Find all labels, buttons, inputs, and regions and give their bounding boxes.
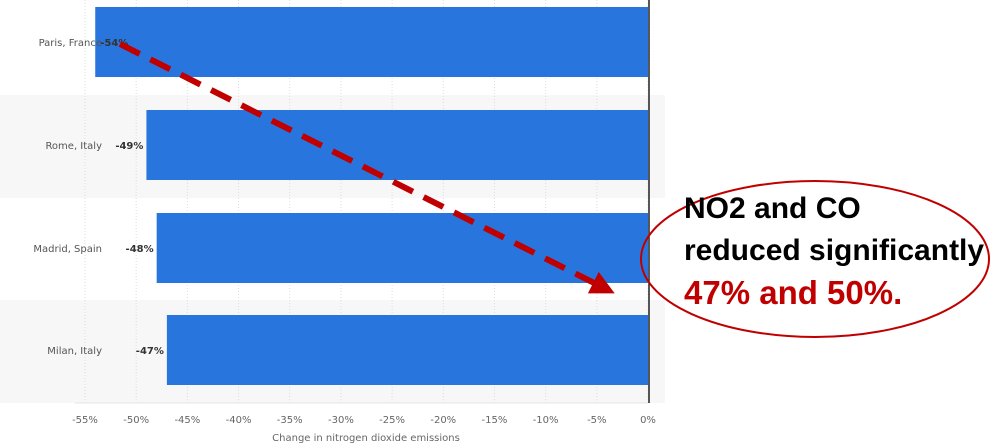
x-tick-label: -15% (482, 415, 508, 426)
x-tick-label: -5% (587, 415, 606, 426)
annotation-text: NO2 and CO reduced significantly 47% and… (684, 188, 984, 314)
category-label: Paris, France (39, 38, 102, 49)
annotation-line-2: reduced significantly (684, 234, 985, 267)
data-label: -49% (115, 141, 143, 152)
bar (95, 7, 648, 77)
x-tick-label: -40% (226, 415, 252, 426)
trend-arrow (118, 41, 615, 294)
data-label: -47% (136, 346, 164, 357)
x-tick-label: -20% (430, 415, 456, 426)
category-label: Madrid, Spain (33, 244, 102, 255)
bar (166, 315, 648, 385)
bar (156, 213, 648, 283)
data-label: -54% (100, 38, 128, 49)
x-tick-label: -45% (174, 415, 200, 426)
x-axis-title: Change in nitrogen dioxide emissions (272, 433, 460, 444)
annotation-line-3: 47% and 50%. (684, 274, 903, 311)
data-label: -48% (126, 244, 154, 255)
category-label: Rome, Italy (45, 141, 102, 152)
x-tick-label: 0% (640, 415, 656, 426)
x-tick-label: -50% (123, 415, 149, 426)
x-tick-label: -30% (328, 415, 354, 426)
x-tick-label: -10% (533, 415, 559, 426)
x-tick-label: -25% (379, 415, 405, 426)
bar (146, 110, 648, 180)
annotation-line-1: NO2 and CO (684, 192, 861, 225)
x-tick-label: -55% (72, 415, 98, 426)
x-tick-label: -35% (277, 415, 303, 426)
annotation-ellipse (640, 180, 990, 338)
category-label: Milan, Italy (47, 346, 102, 357)
